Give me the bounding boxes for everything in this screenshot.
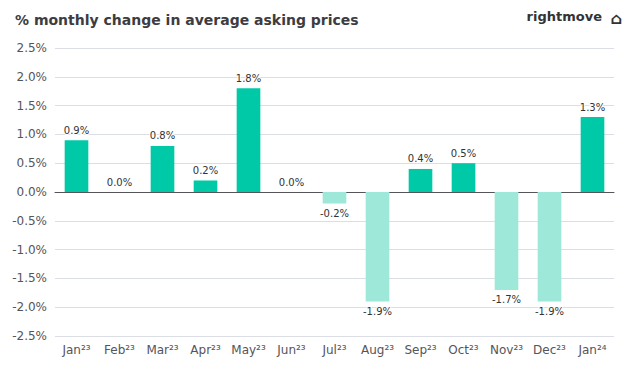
svg-text:Feb²³: Feb²³ xyxy=(104,343,135,357)
svg-text:2.5%: 2.5% xyxy=(17,41,48,55)
svg-text:% monthly change in average as: % monthly change in average asking price… xyxy=(15,12,359,28)
svg-text:-1.0%: -1.0% xyxy=(12,243,47,257)
svg-text:Nov²³: Nov²³ xyxy=(490,343,523,357)
svg-text:-2.0%: -2.0% xyxy=(12,300,47,314)
svg-text:Jul²³: Jul²³ xyxy=(321,343,346,357)
svg-text:0.5%: 0.5% xyxy=(451,148,476,159)
svg-text:0.5%: 0.5% xyxy=(17,156,48,170)
svg-text:Apr²³: Apr²³ xyxy=(190,343,221,357)
svg-text:-1.7%: -1.7% xyxy=(492,294,521,305)
svg-text:Sep²³: Sep²³ xyxy=(404,343,436,357)
svg-text:1.5%: 1.5% xyxy=(17,99,48,113)
svg-text:Aug²³: Aug²³ xyxy=(361,343,394,357)
svg-text:1.0%: 1.0% xyxy=(17,127,48,141)
svg-text:-1.5%: -1.5% xyxy=(12,271,47,285)
svg-text:Mar²³: Mar²³ xyxy=(146,343,178,357)
svg-text:-0.5%: -0.5% xyxy=(12,214,47,228)
svg-text:Jan²⁴: Jan²⁴ xyxy=(577,343,606,357)
svg-text:0.0%: 0.0% xyxy=(279,177,304,188)
svg-text:0.0%: 0.0% xyxy=(107,177,132,188)
svg-text:Jan²³: Jan²³ xyxy=(61,343,90,357)
svg-text:Dec²³: Dec²³ xyxy=(533,343,566,357)
svg-text:1.3%: 1.3% xyxy=(580,102,605,113)
svg-text:0.4%: 0.4% xyxy=(408,153,433,164)
svg-text:2.0%: 2.0% xyxy=(17,70,48,84)
svg-text:Oct²³: Oct²³ xyxy=(448,343,479,357)
svg-text:0.9%: 0.9% xyxy=(64,125,89,136)
svg-text:-0.2%: -0.2% xyxy=(320,208,349,219)
svg-text:-2.5%: -2.5% xyxy=(12,329,47,343)
svg-text:0.2%: 0.2% xyxy=(193,165,218,176)
svg-text:-1.9%: -1.9% xyxy=(363,306,392,317)
svg-text:0.0%: 0.0% xyxy=(17,185,48,199)
svg-text:⌂: ⌂ xyxy=(611,9,622,28)
svg-text:1.8%: 1.8% xyxy=(236,73,261,84)
svg-text:-1.9%: -1.9% xyxy=(535,306,564,317)
svg-text:May²³: May²³ xyxy=(231,343,266,357)
svg-text:Jun²³: Jun²³ xyxy=(276,343,306,357)
svg-text:rightmove: rightmove xyxy=(527,9,603,24)
svg-text:0.8%: 0.8% xyxy=(150,130,175,141)
